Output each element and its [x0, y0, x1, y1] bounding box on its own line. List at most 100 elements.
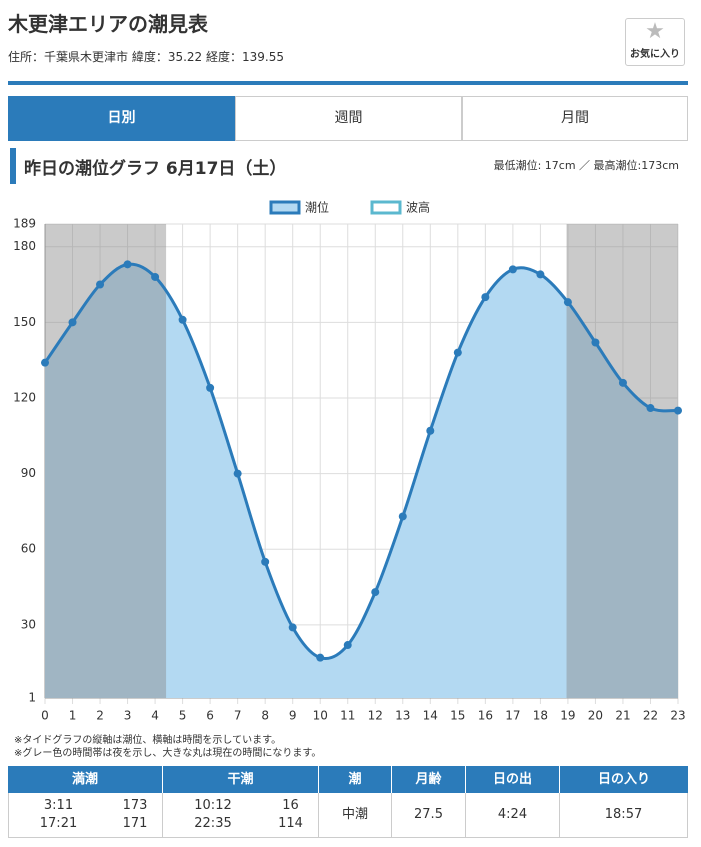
tide-point: [68, 318, 77, 327]
legend-swatch: [269, 200, 301, 215]
cell-text: 173: [122, 798, 148, 813]
x-tick-label: 10: [313, 709, 328, 723]
y-tick-label: 120: [13, 390, 36, 404]
night-band: [45, 224, 167, 698]
note: ※タイドグラフの縦軸は潮位、横軸は時間を示しています。: [14, 735, 282, 746]
tide-point: [563, 298, 572, 307]
tide-point: [646, 404, 655, 413]
x-tick-label: 2: [96, 709, 104, 723]
cell-text: 3:11: [43, 798, 74, 813]
x-tick-label: 21: [615, 709, 630, 723]
favorite-button[interactable]: ★ お気に入り: [625, 18, 685, 66]
cell-text: 17:21: [39, 816, 78, 831]
tide-point: [343, 641, 352, 650]
cell-text: 18:57: [604, 807, 643, 822]
table-cell: 27.5: [392, 793, 466, 838]
tide-point: [178, 315, 187, 324]
tide-point: [426, 426, 435, 435]
table-cell: 16 114: [263, 793, 319, 838]
x-tick-label: 12: [368, 709, 383, 723]
y-tick-label: 90: [21, 466, 36, 480]
x-tick-label: 3: [124, 709, 132, 723]
subtitle: 住所：千葉県木更津市 緯度：35.22 経度：139.55: [8, 50, 284, 64]
x-tick-label: 22: [643, 709, 658, 723]
favorite-label: お気に入り: [630, 49, 680, 60]
tide-point: [151, 272, 160, 281]
section-bar: [10, 148, 16, 184]
x-tick-label: 16: [478, 709, 493, 723]
legend-label: 潮位: [305, 200, 329, 215]
tide-point: [618, 378, 627, 387]
cell-text: 16: [282, 798, 299, 813]
legend-label: 波高: [406, 200, 430, 215]
tide-point: [591, 338, 600, 347]
tab-weekly[interactable]: 週間: [235, 96, 462, 141]
night-band: [566, 224, 678, 698]
cell-text: 27.5: [414, 807, 443, 822]
x-tick-label: 6: [206, 709, 214, 723]
cell-text: 4:24: [497, 807, 528, 822]
table-cell: 18:57: [560, 793, 688, 838]
tide-summary: 最低潮位: 17cm ／ 最高潮位:173cm: [493, 159, 679, 172]
x-tick-label: 14: [423, 709, 438, 723]
cell-text: 114: [278, 816, 303, 831]
tab-daily[interactable]: 日別: [8, 96, 235, 141]
tide-point: [453, 348, 462, 357]
table-header: 満潮: [8, 766, 163, 793]
x-tick-label: 15: [450, 709, 465, 723]
divider: [8, 81, 688, 85]
table-cell: 4:24: [466, 793, 560, 838]
section-title: 昨日の潮位グラフ 6月17日（土）: [24, 159, 287, 179]
tide-point: [316, 653, 325, 662]
table-cell: 3:11 17:21: [8, 793, 108, 838]
table-header: 日の出: [466, 766, 560, 793]
tide-point: [123, 260, 132, 269]
tide-point: [41, 358, 49, 367]
tide-point: [536, 270, 545, 279]
x-tick-label: 7: [234, 709, 242, 723]
table-header: 月齢: [392, 766, 466, 793]
x-tick-label: 1: [69, 709, 77, 723]
table-cell: 173 171: [108, 793, 163, 838]
x-tick-label: 13: [395, 709, 410, 723]
tide-point: [233, 469, 242, 478]
table-cell: 10:12 22:35: [163, 793, 263, 838]
cell-text: 10:12: [194, 798, 232, 813]
tide-point: [674, 406, 682, 415]
tide-point: [481, 293, 490, 302]
y-tick-label: 1: [28, 691, 36, 705]
x-tick-label: 20: [588, 709, 603, 723]
page-title: 木更津エリアの潮見表: [8, 12, 208, 36]
tab-monthly[interactable]: 月間: [462, 96, 688, 141]
note: ※グレー色の時間帯は夜を示し、大きな丸は現在の時間になります。: [14, 748, 322, 759]
tide-point: [398, 512, 407, 521]
x-tick-label: 11: [340, 709, 355, 723]
tide-point: [288, 623, 297, 632]
table-header: 潮: [319, 766, 392, 793]
x-tick-label: 5: [179, 709, 187, 723]
tide-point: [371, 588, 380, 597]
x-tick-label: 4: [151, 709, 159, 723]
tide-point: [96, 280, 105, 289]
table-header: 干潮: [163, 766, 319, 793]
tide-point: [508, 265, 517, 274]
y-tick-label: 60: [21, 542, 36, 556]
x-tick-label: 0: [41, 709, 49, 723]
x-tick-label: 18: [533, 709, 548, 723]
x-tick-label: 19: [560, 709, 575, 723]
x-tick-label: 8: [261, 709, 269, 723]
legend-swatch: [370, 200, 402, 215]
star-icon: ★: [645, 19, 665, 44]
y-tick-label: 180: [13, 239, 36, 253]
table-header: 日の入り: [560, 766, 688, 793]
table-cell: 中潮: [319, 793, 392, 838]
tide-point: [206, 383, 215, 392]
y-tick-label: 30: [21, 617, 36, 631]
y-tick-label: 150: [13, 315, 36, 329]
x-tick-label: 23: [670, 709, 685, 723]
cell-text: 22:35: [194, 816, 232, 831]
y-tick-label: 189: [13, 217, 36, 231]
cell-text: 171: [122, 816, 148, 831]
